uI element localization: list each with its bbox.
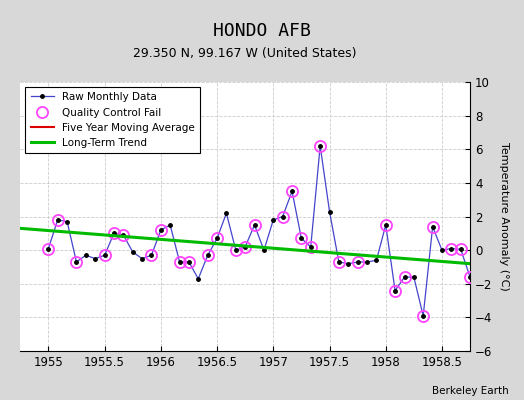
Raw Monthly Data (298, 236, 304, 241)
Raw Monthly Data (279, 214, 286, 219)
Raw Monthly Data (289, 189, 295, 194)
Quality Control Fail (467, 275, 473, 280)
Raw Monthly Data (317, 144, 323, 148)
Raw Monthly Data (439, 248, 445, 253)
Title: 29.350 N, 99.167 W (United States): 29.350 N, 99.167 W (United States) (134, 47, 357, 60)
Raw Monthly Data (223, 211, 230, 216)
Quality Control Fail (177, 260, 183, 264)
Quality Control Fail (289, 189, 295, 194)
Quality Control Fail (233, 248, 239, 253)
Quality Control Fail (73, 260, 80, 264)
Raw Monthly Data (252, 222, 258, 227)
Raw Monthly Data (233, 248, 239, 253)
Raw Monthly Data (83, 253, 89, 258)
Quality Control Fail (102, 253, 108, 258)
Raw Monthly Data (261, 248, 267, 253)
Quality Control Fail (317, 144, 323, 148)
Raw Monthly Data (177, 260, 183, 264)
Quality Control Fail (120, 233, 126, 238)
Raw Monthly Data (167, 222, 173, 227)
Quality Control Fail (186, 260, 192, 264)
Quality Control Fail (214, 236, 220, 241)
Quality Control Fail (448, 246, 454, 251)
Quality Control Fail (457, 247, 464, 252)
Raw Monthly Data (270, 218, 277, 222)
Quality Control Fail (430, 224, 436, 229)
Raw Monthly Data (148, 253, 155, 258)
Raw Monthly Data (214, 236, 220, 241)
Quality Control Fail (158, 228, 164, 232)
Raw Monthly Data (430, 224, 436, 229)
Y-axis label: Temperature Anomaly (°C): Temperature Anomaly (°C) (499, 142, 509, 291)
Quality Control Fail (242, 244, 248, 249)
Raw Monthly Data (308, 244, 314, 249)
Raw Monthly Data (355, 260, 361, 264)
Quality Control Fail (392, 288, 398, 293)
Quality Control Fail (54, 218, 61, 222)
Line: Quality Control Fail: Quality Control Fail (43, 140, 476, 321)
Raw Monthly Data (411, 275, 417, 280)
Quality Control Fail (298, 236, 304, 241)
Raw Monthly Data (102, 253, 108, 258)
Raw Monthly Data (54, 218, 61, 222)
Quality Control Fail (308, 244, 314, 249)
Raw Monthly Data (73, 260, 80, 264)
Raw Monthly Data (92, 256, 99, 261)
Quality Control Fail (148, 253, 155, 258)
Raw Monthly Data (457, 247, 464, 252)
Raw Monthly Data (139, 256, 145, 261)
Raw Monthly Data (64, 219, 70, 224)
Raw Monthly Data (204, 253, 211, 258)
Quality Control Fail (252, 222, 258, 227)
Text: Berkeley Earth: Berkeley Earth (432, 386, 508, 396)
Raw Monthly Data (364, 260, 370, 264)
Raw Monthly Data (129, 250, 136, 254)
Legend: Raw Monthly Data, Quality Control Fail, Five Year Moving Average, Long-Term Tren: Raw Monthly Data, Quality Control Fail, … (26, 87, 200, 153)
Raw Monthly Data (120, 233, 126, 238)
Raw Monthly Data (326, 209, 333, 214)
Raw Monthly Data (467, 275, 473, 280)
Raw Monthly Data (373, 258, 379, 263)
Raw Monthly Data (45, 246, 51, 251)
Quality Control Fail (401, 275, 408, 280)
Text: HONDO AFB: HONDO AFB (213, 22, 311, 40)
Raw Monthly Data (195, 276, 201, 281)
Quality Control Fail (420, 314, 427, 318)
Quality Control Fail (355, 260, 361, 264)
Raw Monthly Data (383, 222, 389, 227)
Raw Monthly Data (345, 261, 352, 266)
Quality Control Fail (45, 246, 51, 251)
Quality Control Fail (279, 214, 286, 219)
Raw Monthly Data (392, 288, 398, 293)
Raw Monthly Data (186, 260, 192, 264)
Raw Monthly Data (401, 275, 408, 280)
Quality Control Fail (204, 253, 211, 258)
Raw Monthly Data (448, 246, 454, 251)
Raw Monthly Data (336, 260, 342, 264)
Line: Raw Monthly Data: Raw Monthly Data (47, 144, 472, 318)
Quality Control Fail (336, 260, 342, 264)
Raw Monthly Data (158, 228, 164, 232)
Raw Monthly Data (111, 231, 117, 236)
Quality Control Fail (383, 222, 389, 227)
Raw Monthly Data (420, 314, 427, 318)
Raw Monthly Data (242, 244, 248, 249)
Quality Control Fail (111, 231, 117, 236)
